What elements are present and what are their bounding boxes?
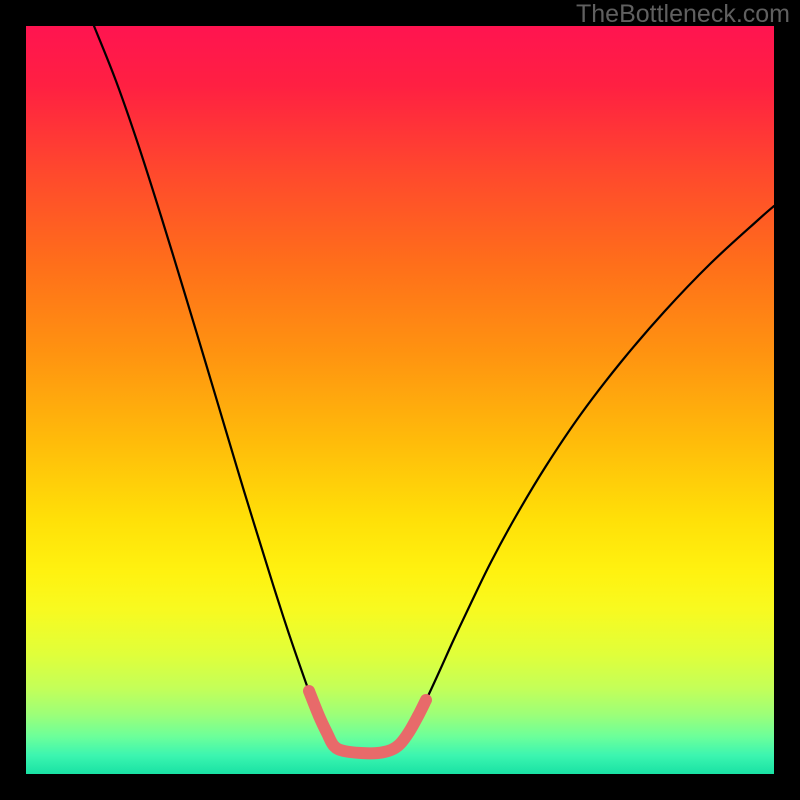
- bottleneck-chart: [26, 26, 774, 774]
- gradient-background: [26, 26, 774, 774]
- chart-frame: TheBottleneck.com: [0, 0, 800, 800]
- watermark-label: TheBottleneck.com: [576, 0, 790, 29]
